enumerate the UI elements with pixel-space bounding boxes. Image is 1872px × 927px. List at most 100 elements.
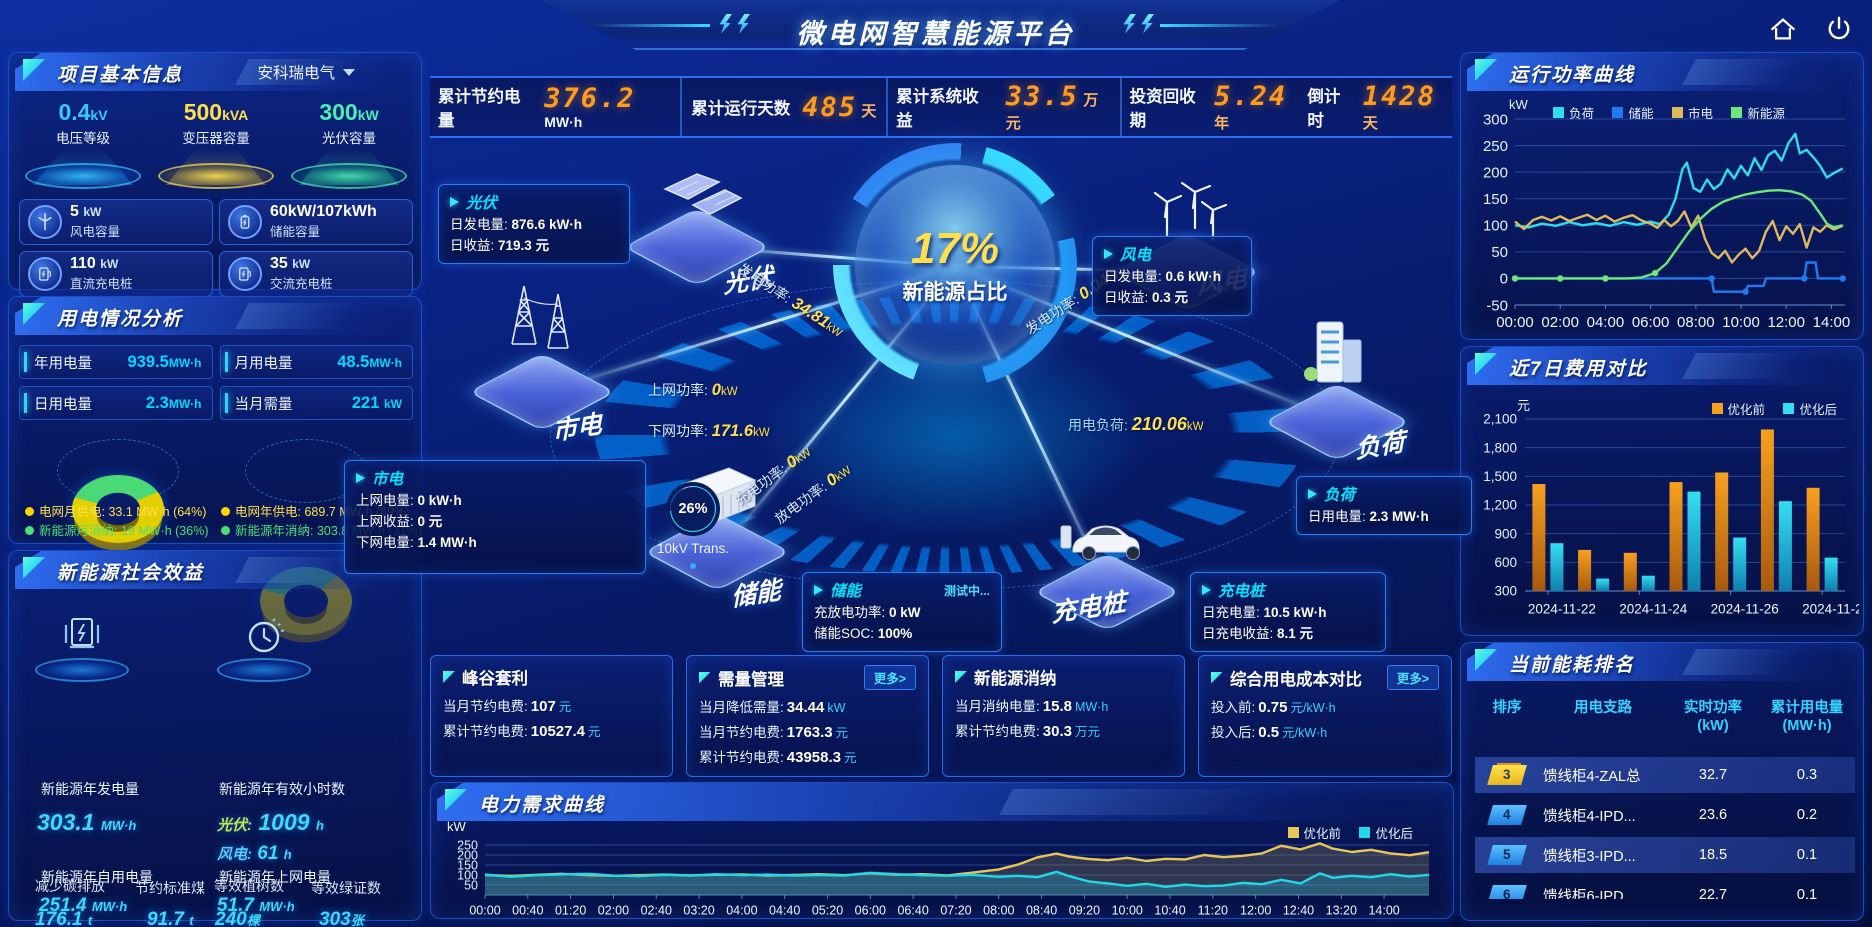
transformer-label: 10kV Trans. [656, 541, 730, 556]
solar-panel-icon [663, 173, 743, 215]
energy-panel-icon [64, 618, 100, 649]
home-icon[interactable] [1768, 14, 1798, 44]
svg-text:0: 0 [1500, 271, 1508, 288]
svg-text:04:00: 04:00 [1587, 314, 1625, 331]
legend-swatch [1359, 827, 1371, 838]
battery-icon [228, 205, 262, 239]
kpi-label: 累计节约电量 [438, 88, 521, 130]
svg-text:12:00: 12:00 [1240, 904, 1271, 918]
kpi-label: 累计运行天数 [691, 100, 791, 118]
svg-text:2024-11-24: 2024-11-24 [1619, 602, 1688, 617]
coal-label: 节约标准煤 [135, 880, 205, 896]
power-icon[interactable] [1824, 14, 1854, 44]
arrow-icon [1104, 249, 1113, 259]
table-row[interactable]: 6 馈线柜6-IPD 22.7 0.1 [1475, 877, 1855, 900]
y-axis-unit: 元 [1517, 398, 1531, 413]
svg-text:300: 300 [1494, 584, 1517, 599]
svg-text:11:20: 11:20 [1198, 904, 1228, 918]
svg-text:50: 50 [1491, 244, 1508, 261]
stat-day-usage: 日用电量 2.3MW·h [19, 386, 213, 420]
svg-text:-50: -50 [1486, 297, 1508, 314]
monthly-donut-legend: 电网月供电: 33.1 MW·h (64%) 新能源月消纳: 19 MW·h (… [25, 503, 209, 542]
arrow-icon [450, 197, 459, 207]
kpi-value: 485 [802, 91, 857, 123]
legend-swatch [1711, 403, 1723, 414]
panel-title: 用电情况分析 [57, 309, 184, 330]
svg-text:08:00: 08:00 [983, 904, 1014, 918]
kpi-unit: 天 [1362, 115, 1378, 132]
flag-icon [955, 671, 967, 683]
generation-pedestal [27, 613, 137, 682]
more-button[interactable]: 更多> [863, 665, 916, 690]
svg-text:02:00: 02:00 [1541, 314, 1579, 331]
arrow-icon [814, 585, 823, 595]
svg-text:07:20: 07:20 [940, 904, 971, 918]
cert-value: 303张 [319, 909, 364, 927]
legend-swatch [1671, 107, 1683, 118]
storage-test-badge: 测试中... [943, 583, 990, 598]
panel-demand-curve: 电力需求曲线 kW 优化前 优化后 50 100 150 200 250 00:00 00:… [430, 782, 1454, 919]
stat-month-demand: 当月需量 221 kW [219, 386, 413, 420]
svg-text:1,800: 1,800 [1483, 440, 1517, 455]
pv-info-card: 光伏 日发电量: 876.6 kW·h 日收益: 719.3 元 [438, 184, 630, 264]
panel-title: 运行功率曲线 [1509, 65, 1636, 86]
chevron-down-icon [343, 68, 355, 76]
flag-icon [699, 671, 711, 684]
legend-swatch [1612, 107, 1624, 118]
svg-text:2024-11-28: 2024-11-28 [1802, 602, 1859, 617]
svg-text:00:40: 00:40 [512, 904, 543, 918]
power-legend: 负荷 储能 市电 新能源 [1553, 103, 1785, 123]
company-dropdown[interactable]: 安科瑞电气 [257, 61, 355, 83]
rank-badge: 5 [1487, 845, 1527, 866]
more-button[interactable]: 更多> [1386, 665, 1439, 690]
arrow-icon [356, 473, 365, 483]
table-row[interactable]: 5 馈线柜3-IPD... 18.5 0.1 [1475, 837, 1855, 874]
power-curve-chart: -50 0 50 100 150 200 250 300 00:00 02:00 04:00 06:0… [1483, 111, 1850, 331]
table-row[interactable]: 3 馈线柜4-ZAL总 32.7 0.3 [1475, 757, 1855, 794]
coal-value: 91.7 t [147, 909, 194, 927]
kpi-value: 376.2 [544, 82, 636, 114]
legend-swatch [1287, 827, 1299, 838]
flag-icon [1211, 671, 1223, 684]
storage-info-card: 储能 测试中... 充放电功率: 0 kW 储能SOC: 100% [802, 572, 1002, 652]
kpi-unit: 万元 [1005, 92, 1099, 132]
svg-text:200: 200 [1483, 164, 1508, 181]
rank-badge: 3 [1487, 765, 1527, 786]
kpi-value: 1428 [1362, 81, 1436, 112]
stat-month-usage: 月用电量 48.5MW·h [219, 345, 413, 379]
export-value: 51.7 MW·h [217, 895, 295, 916]
panel-cost-compare: 综合用电成本对比 更多> 投入前: 0.75 元/kW·h 投入后: 0.5 元/kW·… [1198, 655, 1452, 777]
panel-title: 当前能耗排名 [1509, 655, 1636, 676]
demand-legend: 优化前 优化后 [1274, 823, 1413, 843]
wind-node: 风电 [1113, 181, 1261, 324]
kpi-value: 5.24 [1214, 81, 1288, 112]
kpi-label: 倒计时 [1307, 88, 1341, 130]
load-node-label: 负荷 [1354, 428, 1406, 464]
svg-text:05:20: 05:20 [812, 904, 843, 918]
y-axis-unit: kW [447, 819, 466, 834]
transmission-tower-icon [511, 285, 569, 349]
rank-badge: 4 [1487, 805, 1527, 826]
decor-dot [690, 563, 696, 569]
kpi-unit: 年 [1214, 115, 1230, 132]
kpi-saved-energy: 累计节约电量 376.2 MW·h [430, 78, 682, 136]
storage-capacity-card: 60kW/107kWh 储能容量 [219, 199, 413, 245]
co2-label: 减少碳排放 [35, 878, 105, 894]
cert-label: 等效绿证数 [311, 880, 381, 896]
flag-icon [443, 671, 455, 683]
svg-text:06:40: 06:40 [897, 904, 928, 918]
wind-turbine-icon [28, 205, 62, 239]
hours-label: 新能源年有效小时数 [219, 781, 345, 797]
kpi-run-days: 累计运行天数 485 天 [682, 78, 889, 136]
table-row[interactable]: 4 馈线柜4-IPD... 23.6 0.2 [1475, 797, 1855, 833]
svg-text:02:40: 02:40 [641, 904, 672, 918]
svg-text:02:00: 02:00 [598, 904, 629, 918]
stat-year-usage: 年用电量 939.5MW·h [19, 345, 213, 379]
co2-value: 176.1 t [35, 909, 93, 927]
ranking-table: 排序 用电支路 实时功率 (kW) 累计用电量 (MW·h) 3 馈线柜4-ZAL总… [1475, 699, 1855, 900]
pv-hours: 光伏: 1009 h [217, 809, 324, 835]
svg-text:100: 100 [457, 868, 478, 882]
svg-text:300: 300 [1483, 111, 1508, 128]
gen-label: 新能源年发电量 [41, 781, 139, 797]
cost-legend: 优化前 优化后 [1698, 399, 1837, 419]
